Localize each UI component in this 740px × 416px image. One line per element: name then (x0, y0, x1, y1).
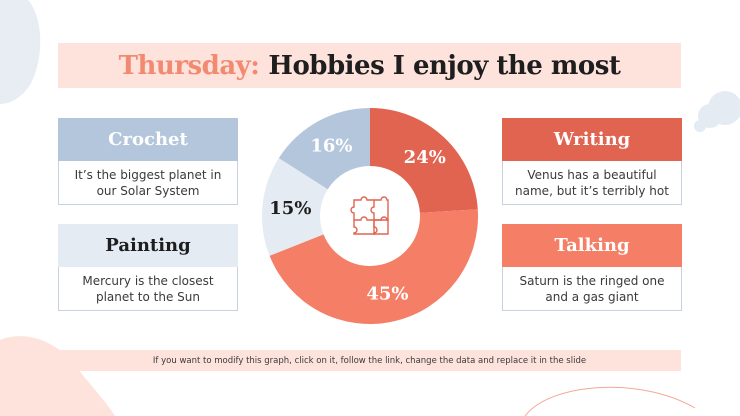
title-day: Thursday: (118, 50, 260, 81)
donut-slice-3[interactable] (262, 158, 328, 256)
footer-note: If you want to modify this graph, click … (58, 350, 681, 371)
puzzle-icon (350, 196, 389, 235)
donut-slice-label-1: 24% (404, 147, 446, 168)
card-writing-body: Venus has a beautiful name, but it’s ter… (502, 161, 682, 205)
decor-arc-bottom (524, 386, 696, 416)
card-painting-title: Painting (58, 224, 238, 267)
card-crochet-title: Crochet (58, 118, 238, 161)
donut-slice-1[interactable] (370, 108, 478, 213)
card-crochet: Crochet It’s the biggest planet in our S… (58, 118, 238, 205)
card-painting: Painting Mercury is the closest planet t… (58, 224, 238, 311)
card-talking-title: Talking (502, 224, 682, 267)
card-crochet-body: It’s the biggest planet in our Solar Sys… (58, 161, 238, 205)
donut-slice-label-2: 45% (366, 284, 408, 305)
card-talking: Talking Saturn is the ringed one and a g… (502, 224, 682, 311)
donut-chart[interactable]: 24% 45% 15% 16% (262, 106, 478, 326)
card-writing: Writing Venus has a beautiful name, but … (502, 118, 682, 205)
card-talking-body: Saturn is the ringed one and a gas giant (502, 267, 682, 311)
decor-blob-bottom-left (0, 336, 115, 416)
donut-slice-label-3: 15% (269, 198, 311, 219)
card-painting-body: Mercury is the closest planet to the Sun (58, 267, 238, 311)
title-text: Hobbies I enjoy the most (268, 50, 621, 81)
donut-slice-4[interactable] (278, 108, 370, 190)
decor-blob-right (694, 91, 740, 132)
donut-slice-2[interactable] (269, 209, 478, 325)
decor-blob-top-left (0, 0, 41, 104)
card-writing-title: Writing (502, 118, 682, 161)
donut-slice-label-4: 16% (310, 135, 352, 156)
title-bar: Thursday: Hobbies I enjoy the most (58, 43, 681, 88)
